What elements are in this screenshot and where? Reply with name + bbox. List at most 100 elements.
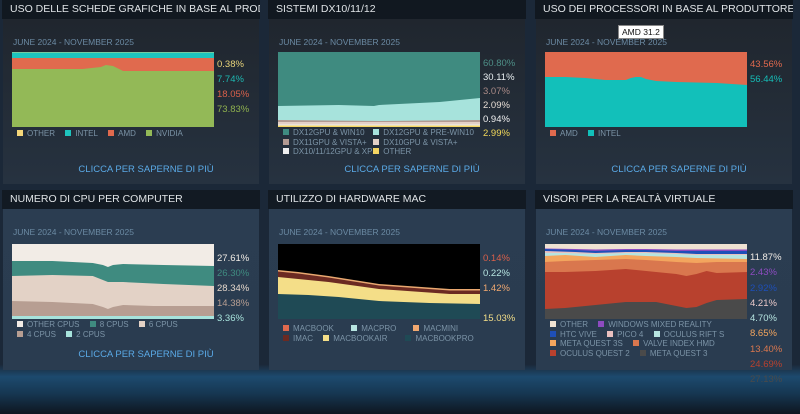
legend-item-macbook[interactable]: MACBOOK [283, 324, 341, 334]
panel-directx: SISTEMI DX10/11/12 JUNE 2024 - NOVEMBER … [268, 0, 526, 185]
value-list: 0.38% 7.74% 18.05% 73.83% [217, 57, 249, 117]
swatch [89, 321, 96, 327]
learn-more-link[interactable]: CLICCA PER SAPERNE DI PIÙ [344, 164, 480, 175]
legend-label: DX10/11/12GPU & XP [293, 147, 373, 156]
legend-item-wmr[interactable]: WINDOWS MIXED REALITY [598, 320, 712, 330]
learn-more-link[interactable]: CLICCA PER SAPERNE DI PIÙ [611, 164, 747, 175]
legend-item-intel[interactable]: INTEL [65, 129, 98, 139]
legend-label: OCULUS QUEST 2 [560, 348, 630, 358]
legend-label: OTHER [560, 320, 588, 329]
legend-item-oculus-rift-s[interactable]: OCULUS RIFT S [653, 329, 725, 340]
legend-label: MACBOOK [293, 324, 334, 333]
legend-item-macmini[interactable]: MACMINI [413, 324, 458, 334]
cpu-count-area-chart[interactable] [12, 244, 214, 319]
legend-label: OCULUS RIFT S [663, 329, 725, 339]
legend-label: INTEL [598, 129, 621, 138]
value-imac [483, 296, 515, 311]
swatch [639, 349, 646, 356]
legend-item-htc-vive[interactable]: HTC VIVE [550, 330, 597, 340]
legend-label: PICO 4 [617, 329, 644, 339]
legend-label: OTHER [383, 147, 412, 156]
legend-label: INTEL [75, 129, 98, 138]
value-meta-quest-3: 27.13% [750, 374, 783, 386]
legend-item-nvidia[interactable]: NVIDIA [146, 129, 183, 139]
legend-label: MACBOOKAIR [333, 333, 388, 343]
swatch [653, 330, 660, 337]
legend-item-other[interactable]: OTHER [550, 320, 588, 330]
legend-item-meta-quest-3s[interactable]: META QUEST 3S [550, 339, 623, 349]
swatch [17, 130, 23, 136]
legend-item-dx10-vista[interactable]: DX10GPU & VISTA+ [373, 137, 458, 148]
value-other: 0.38% [217, 59, 244, 70]
swatch [146, 130, 153, 136]
legend-label: NVIDIA [156, 129, 183, 138]
legend-item-pico-4[interactable]: PICO 4 [607, 330, 643, 340]
swatch [550, 130, 556, 136]
legend-item-imac[interactable]: IMAC [283, 334, 313, 344]
legend-item-dx11-vista[interactable]: DX11GPU & VISTA+ [283, 138, 367, 148]
legend-item-dx-xp[interactable]: DX10/11/12GPU & XP [283, 147, 372, 157]
gpu-vendor-area-chart[interactable] [12, 52, 214, 127]
value-valve-index: 13.40% [750, 343, 783, 355]
legend-item-macbookpro[interactable]: MACBOOKPRO [405, 333, 474, 344]
value-meta-quest-3s: 8.65% [750, 328, 777, 340]
legend-item-macpro[interactable]: MACPRO [351, 324, 403, 334]
legend: AMD INTEL [550, 129, 629, 139]
chart-tooltip: AMD 31.2 [618, 25, 664, 39]
legend-label: 2 CPUS [76, 329, 106, 339]
legend: MACBOOK MACPRO MACMINI IMAC MACBOOKAIR M… [283, 324, 482, 343]
legend-item-6-cpus[interactable]: 6 CPUS [138, 320, 178, 330]
mac-hardware-area-chart[interactable] [278, 244, 480, 319]
panel-body: JUNE 2024 - NOVEMBER 2025 0.14% 0.22% 1.… [269, 209, 525, 370]
value-wmr: 2.43% [750, 267, 777, 279]
value-oculus-rift-s: 4.70% [750, 313, 777, 325]
value-oculus-quest-2: 24.69% [750, 359, 783, 371]
legend-item-other[interactable]: OTHER [373, 147, 411, 157]
legend-label: 4 CPUS [27, 329, 56, 339]
legend-label: VALVE INDEX HMD [643, 339, 715, 348]
legend-item-amd[interactable]: AMD [550, 129, 578, 139]
learn-more-link[interactable]: CLICCA PER SAPERNE DI PIÙ [78, 164, 214, 175]
swatch [138, 321, 145, 327]
value-dx12-prewin10: 30.11% [483, 72, 515, 83]
panel-body: JUNE 2024 - NOVEMBER 2025 43.56% 56.44% … [536, 19, 792, 184]
panel-title: USO DELLE SCHEDE GRAFICHE IN BASE AL PRO… [2, 0, 260, 19]
swatch [607, 330, 614, 337]
legend-item-oculus-quest-2[interactable]: OCULUS QUEST 2 [550, 349, 630, 359]
legend-item-meta-quest-3[interactable]: META QUEST 3 [639, 349, 707, 359]
swatch [405, 334, 412, 341]
date-range: JUNE 2024 - NOVEMBER 2025 [13, 227, 134, 237]
panel-gpu-vendor: USO DELLE SCHEDE GRAFICHE IN BASE AL PRO… [2, 0, 260, 185]
legend-item-dx12-win10[interactable]: DX12GPU & WIN10 [283, 128, 365, 138]
legend-item-amd[interactable]: AMD [108, 129, 136, 139]
swatch [588, 130, 595, 136]
panel-vr-headsets: VISORI PER LA REALTÀ VIRTUALE JUNE 2024 … [535, 190, 793, 385]
legend-item-intel[interactable]: INTEL [588, 129, 621, 139]
legend-label: MACBOOKPRO [415, 333, 474, 343]
legend: DX12GPU & WIN10 DX12GPU & PRE-WIN10 DX11… [283, 128, 482, 157]
legend-item-2-cpus[interactable]: 2 CPUS [66, 330, 105, 340]
swatch [550, 340, 556, 346]
directx-area-chart[interactable] [278, 52, 480, 127]
legend-label: OTHER CPUS [27, 320, 80, 329]
cpu-vendor-area-chart[interactable] [545, 52, 747, 127]
vr-headsets-area-chart[interactable] [545, 244, 747, 319]
legend-item-dx12-prewin10[interactable]: DX12GPU & PRE-WIN10 [373, 128, 474, 138]
panel-body: JUNE 2024 - NOVEMBER 2025 0.38% 7.74% 18… [3, 19, 259, 184]
swatch [17, 321, 23, 327]
legend: OTHER CPUS 8 CPUS 6 CPUS 4 CPUS 2 CPUS [17, 320, 186, 339]
legend-item-valve-index[interactable]: VALVE INDEX HMD [633, 339, 715, 349]
legend-item-8-cpus[interactable]: 8 CPUS [89, 320, 129, 330]
value-htc-vive: 2.92% [750, 282, 777, 294]
legend-label: DX10GPU & VISTA+ [383, 137, 458, 147]
legend-item-other[interactable]: OTHER [17, 129, 55, 139]
panel-cpu-count: NUMERO DI CPU PER COMPUTER JUNE 2024 - N… [2, 190, 260, 370]
legend-item-macbookair[interactable]: MACBOOKAIR [323, 334, 395, 344]
swatch [373, 138, 380, 145]
panel-title: UTILIZZO DI HARDWARE MAC [268, 190, 526, 209]
swatch [351, 325, 358, 331]
learn-more-link[interactable]: CLICCA PER SAPERNE DI PIÙ [78, 349, 214, 360]
legend-item-other-cpus[interactable]: OTHER CPUS [17, 320, 79, 330]
swatch [373, 148, 380, 154]
legend-item-4-cpus[interactable]: 4 CPUS [17, 330, 56, 340]
